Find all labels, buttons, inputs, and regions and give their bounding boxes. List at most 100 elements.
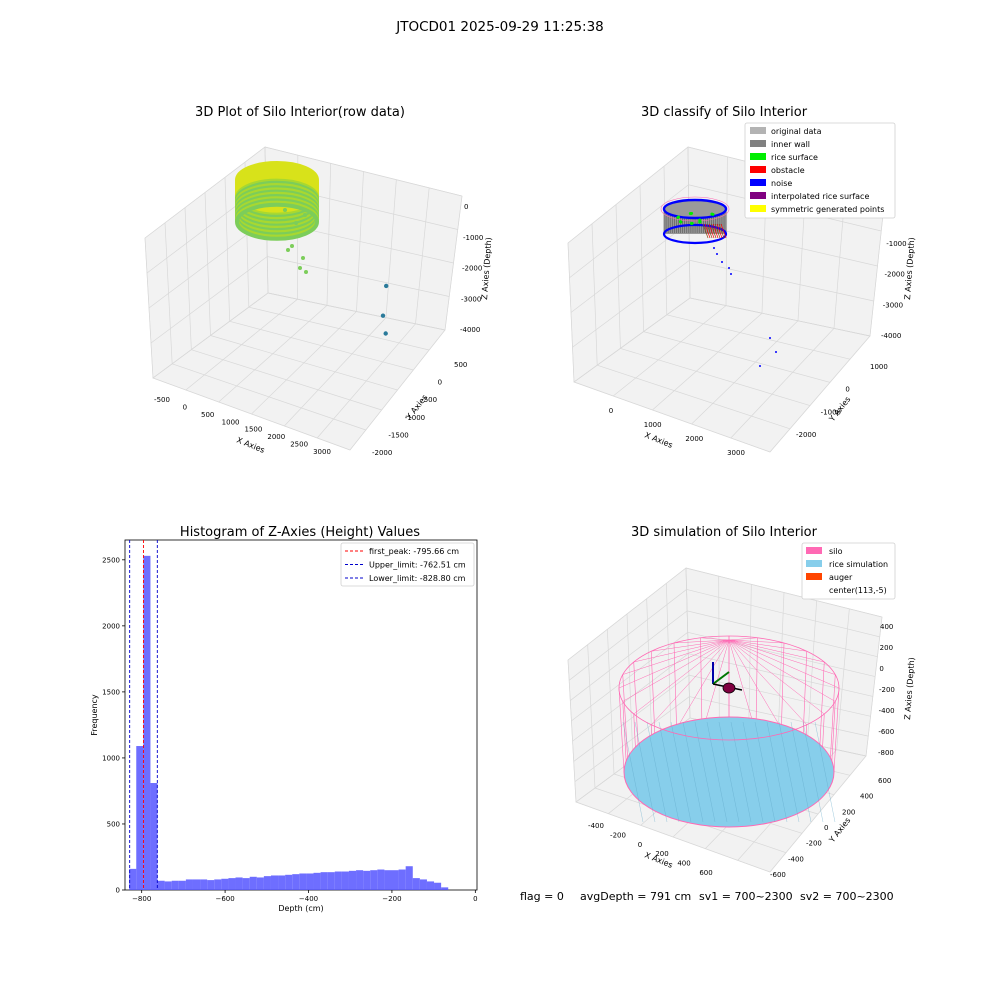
silo-roof-line bbox=[633, 639, 730, 715]
obstacle-line bbox=[712, 223, 719, 239]
hist-xlabel: Depth (cm) bbox=[278, 904, 323, 913]
raw-xlabel: X Axies bbox=[235, 436, 266, 455]
grid-line bbox=[646, 598, 653, 747]
panel-histogram: Histogram of Z-Axies (Height) Values −80… bbox=[90, 525, 478, 913]
noise-point bbox=[713, 247, 715, 249]
grid-line bbox=[685, 567, 691, 719]
obstacle-line bbox=[720, 223, 727, 239]
raw-scatter-point bbox=[294, 221, 298, 225]
classify-xlabel: X Axies bbox=[643, 431, 674, 450]
silo-roof-line bbox=[728, 639, 836, 675]
z-tick-label: -1000 bbox=[886, 240, 906, 248]
silo-roof-line bbox=[700, 637, 730, 641]
hist-bar bbox=[341, 871, 349, 890]
y-tick-label: -600 bbox=[770, 871, 786, 879]
obstacle-line bbox=[718, 223, 725, 239]
y-tick-label: -1000 bbox=[821, 408, 841, 416]
x-tick-label: 1500 bbox=[245, 426, 263, 434]
grid-line bbox=[567, 659, 577, 803]
classify-outer-ring bbox=[660, 196, 730, 222]
x-tick-label: 0 bbox=[183, 403, 187, 411]
hist-bar bbox=[178, 880, 186, 890]
raw-outlier-points bbox=[380, 283, 389, 336]
legend-label: original data bbox=[771, 127, 822, 136]
y-tick-label: -200 bbox=[806, 840, 822, 848]
grid-line bbox=[688, 674, 871, 717]
y-tick-label: 1500 bbox=[102, 688, 120, 696]
silo-roof-line bbox=[622, 639, 730, 702]
x-tick-label: −400 bbox=[299, 895, 318, 903]
footer-sv2: sv2 = 700~2300 bbox=[800, 890, 894, 903]
z-tick-label: -800 bbox=[878, 749, 894, 757]
x-tick-label: −200 bbox=[382, 895, 401, 903]
classify-obstacle bbox=[702, 223, 727, 239]
classify-silo-cylinder bbox=[660, 196, 730, 245]
hist-bar bbox=[192, 879, 201, 890]
x-tick-label: −600 bbox=[215, 895, 234, 903]
rice-surface-point bbox=[689, 221, 693, 225]
footer-status: flag = 0 avgDepth = 791 cm sv1 = 700~230… bbox=[520, 890, 894, 903]
legend-label: first_peak: -795.66 cm bbox=[369, 547, 459, 556]
hist-legend-box bbox=[340, 542, 475, 587]
grid-line bbox=[769, 335, 871, 453]
footer-sv1: sv1 = 700~2300 bbox=[699, 890, 793, 903]
grid-line bbox=[150, 256, 268, 344]
legend-label: inner wall bbox=[771, 140, 810, 149]
silo-wall-line bbox=[833, 687, 840, 773]
legend-label: Lower_limit: -828.80 cm bbox=[369, 574, 466, 583]
sim-silo-top bbox=[618, 635, 840, 741]
hist-y-ticks: 0 500 1000 1500 2000 2500 bbox=[102, 556, 125, 895]
grid-line bbox=[267, 256, 450, 297]
grid-line bbox=[685, 567, 883, 618]
hist-bar bbox=[320, 872, 328, 890]
footer-flag: flag = 0 bbox=[520, 890, 564, 903]
silo-roof-line bbox=[728, 639, 840, 689]
hist-bar bbox=[150, 783, 158, 890]
obstacle-line bbox=[710, 223, 717, 239]
y-tick-label: -2000 bbox=[372, 449, 392, 457]
hist-bar bbox=[270, 875, 279, 890]
hist-ylabel: Frequency bbox=[90, 694, 99, 736]
rice-hatch-line bbox=[742, 721, 764, 823]
silo-roof-line bbox=[651, 639, 730, 652]
hist-bar bbox=[306, 873, 314, 890]
z-tick-label: 400 bbox=[880, 623, 893, 631]
raw-ring-layer bbox=[235, 202, 319, 241]
grid-line bbox=[587, 644, 596, 789]
rice-hatch-line bbox=[694, 721, 716, 823]
sim-silo bbox=[618, 635, 840, 828]
noise-point bbox=[721, 261, 723, 263]
silo-roof-line bbox=[728, 639, 836, 702]
legend-swatch bbox=[750, 127, 766, 134]
z-tick-label: -4000 bbox=[460, 326, 480, 334]
classify-y-ticks: 1000 0 -1000 -2000 bbox=[796, 363, 888, 439]
grid-line bbox=[572, 259, 690, 348]
silo-roof-line bbox=[673, 639, 730, 644]
silo-wall-line bbox=[830, 674, 836, 758]
raw-scatter-point bbox=[283, 208, 287, 212]
hist-bar bbox=[334, 871, 342, 890]
grid-line bbox=[643, 331, 831, 383]
grid-line bbox=[570, 222, 690, 313]
grid-line bbox=[836, 608, 850, 750]
y-tick-label: 2500 bbox=[102, 556, 120, 564]
panel-classify-3d: 3D classify of Silo Interior 0 1000 2000 30… bbox=[567, 105, 916, 457]
sim-auger bbox=[712, 662, 743, 694]
legend-label: symmetric generated points bbox=[771, 205, 884, 214]
z-tick-label: 200 bbox=[880, 644, 893, 652]
grid-line bbox=[687, 631, 876, 677]
x-tick-label: −800 bbox=[132, 895, 151, 903]
y-tick-label: -500 bbox=[421, 396, 437, 404]
legend-label: rice simulation bbox=[829, 560, 888, 569]
y-tick-label: -1500 bbox=[388, 431, 408, 439]
grid-line bbox=[687, 610, 878, 658]
classify-x-ticks: 0 1000 2000 3000 bbox=[609, 407, 745, 457]
rice-hatch-line bbox=[682, 721, 704, 823]
hist-bar bbox=[377, 869, 385, 890]
grid-line bbox=[688, 653, 873, 697]
raw-scatter-point bbox=[301, 256, 305, 260]
raw-x-ticks: -500 0 500 1000 1500 2000 2500 3000 bbox=[154, 396, 331, 456]
sim-x-ticks: -400 -200 0 200 400 600 bbox=[588, 822, 713, 877]
hist-bars bbox=[129, 555, 449, 890]
